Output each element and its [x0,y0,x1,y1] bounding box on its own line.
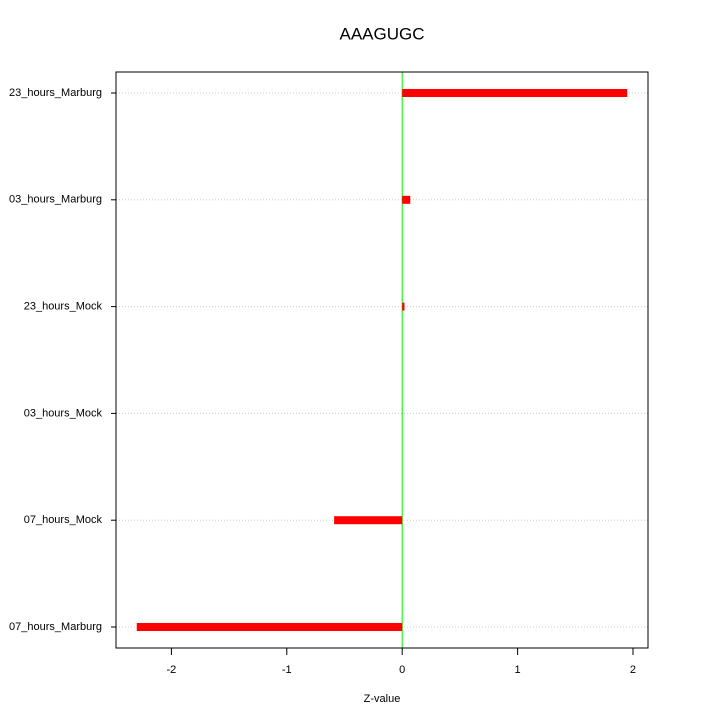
y-tick-label: 23_hours_Mock [24,301,103,313]
bar [402,89,628,97]
bar [402,195,411,204]
y-tick-label: 23_hours_Marburg [9,87,102,99]
x-tick-label: 0 [399,664,405,676]
y-tick-label: 03_hours_Mock [24,407,103,419]
y-tick-label: 07_hours_Mock [24,514,103,526]
plot-frame [115,71,649,649]
x-tick-label: 2 [630,664,636,676]
x-axis-label: Z-value [364,693,401,705]
bar [402,302,405,311]
x-tick-label: -1 [282,664,292,676]
x-tick-label: -2 [167,664,177,676]
y-tick-label: 03_hours_Marburg [9,194,102,206]
chart-title: AAAGUGC [339,24,424,43]
bar [334,516,403,525]
bar [136,623,403,631]
x-tick-label: 1 [515,664,521,676]
y-tick-label: 07_hours_Marburg [9,621,102,633]
